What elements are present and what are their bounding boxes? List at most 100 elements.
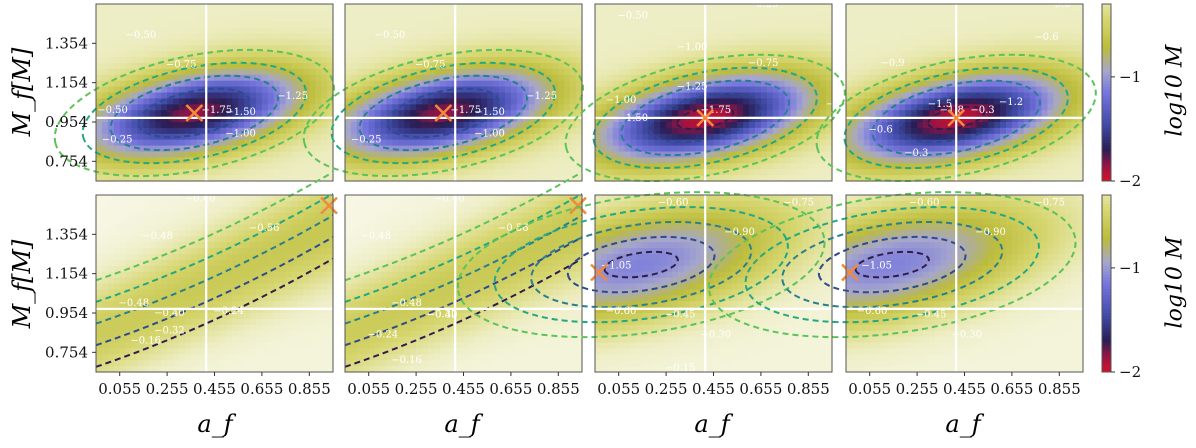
heatmap-cell: [1005, 163, 1013, 170]
heatmap-cell: [1000, 175, 1007, 182]
heatmap-cell: [796, 151, 803, 158]
heatmap-cell: [504, 157, 512, 164]
heatmap-cell: [410, 163, 417, 170]
heatmap-cell: [606, 157, 614, 164]
heatmap-cell: [1059, 145, 1066, 153]
heatmap-cell: [660, 51, 667, 58]
heatmap-cell: [178, 127, 186, 135]
heatmap-cell: [143, 4, 150, 11]
heatmap-cell: [660, 33, 667, 40]
heatmap-cell: [863, 104, 871, 111]
heatmap-cell: [208, 15, 216, 23]
panel-frame: [344, 3, 583, 182]
heatmap-cell: [273, 63, 281, 70]
heatmap-cell: [232, 175, 239, 182]
heatmap-cell: [380, 4, 388, 11]
heatmap-cell: [291, 116, 299, 123]
heatmap-cell: [125, 122, 133, 129]
heatmap-cell: [648, 51, 655, 58]
heatmap-cell: [1000, 139, 1007, 147]
heatmap-cell: [238, 4, 245, 11]
heatmap-cell: [374, 116, 382, 123]
heatmap-cell: [846, 15, 853, 23]
heatmap-cell: [368, 51, 376, 58]
heatmap-cell: [749, 98, 756, 105]
heatmap-cell: [184, 163, 192, 170]
heatmap-cell: [143, 163, 150, 170]
heatmap-cell: [475, 21, 482, 29]
heatmap-cell: [101, 242, 109, 249]
heatmap-cell: [808, 151, 815, 158]
heatmap-cell: [982, 122, 989, 129]
heatmap-cell: [392, 4, 399, 11]
heatmap-cell: [463, 45, 471, 52]
heatmap-cell: [208, 57, 216, 64]
heatmap-cell: [564, 51, 571, 58]
heatmap-cell: [881, 63, 889, 70]
heatmap-cell: [416, 127, 423, 135]
heatmap-cell: [677, 169, 685, 176]
heatmap-cell: [499, 80, 506, 88]
heatmap-cell: [540, 9, 548, 17]
heatmap-cell: [893, 98, 900, 105]
heatmap-cell: [595, 104, 602, 111]
heatmap-cell: [149, 98, 156, 105]
heatmap-cell: [173, 163, 180, 170]
heatmap-cell: [1011, 122, 1019, 129]
heatmap-cell: [654, 139, 661, 147]
heatmap-cell: [552, 163, 559, 170]
heatmap-cell: [558, 21, 565, 29]
heatmap-cell: [725, 68, 732, 76]
heatmap-cell: [731, 63, 738, 70]
heatmap-cell: [905, 104, 912, 111]
heatmap-cell: [345, 15, 352, 23]
heatmap-cell: [917, 110, 924, 117]
heatmap-cell: [552, 122, 559, 129]
heatmap-cell: [196, 21, 204, 29]
heatmap-cell: [184, 27, 192, 35]
heatmap-cell: [875, 157, 883, 164]
heatmap-cell: [137, 57, 144, 64]
heatmap-cell: [422, 39, 429, 46]
heatmap-cell: [881, 27, 889, 35]
heatmap-cell: [1047, 151, 1054, 158]
heatmap-cell: [232, 127, 239, 135]
heatmap-cell: [1035, 33, 1043, 40]
heatmap-cell: [303, 169, 310, 176]
heatmap-cell: [612, 74, 620, 82]
heatmap-cell: [107, 295, 115, 302]
heatmap-cell: [522, 86, 530, 94]
heatmap-cell: [725, 27, 732, 35]
heatmap-cell: [1059, 45, 1066, 52]
heatmap-cell: [410, 9, 417, 17]
heatmap-cell: [624, 63, 632, 70]
heatmap-cell: [101, 57, 109, 64]
contour-line: [81, 61, 308, 165]
heatmap-cell: [113, 51, 121, 58]
heatmap-cell: [928, 63, 936, 70]
heatmap-cell: [528, 163, 536, 170]
heatmap-cell: [642, 122, 649, 129]
heatmap-cell: [970, 163, 977, 170]
heatmap-cell: [250, 98, 257, 105]
heatmap-cell: [255, 74, 263, 82]
heatmap-cell: [636, 127, 643, 135]
best-fit-marker: [185, 104, 204, 122]
panel-frame: [845, 3, 1084, 182]
heatmap-cell: [220, 68, 227, 76]
heatmap-cell: [410, 57, 417, 64]
heatmap-cell: [940, 92, 948, 99]
heatmap-cell: [125, 169, 133, 176]
heatmap-cell: [654, 45, 661, 52]
heatmap-cell: [1035, 157, 1043, 164]
heatmap-cell: [1029, 110, 1037, 117]
heatmap-cell: [255, 139, 263, 147]
heatmap-cell: [208, 33, 216, 40]
heatmap-cell: [303, 21, 310, 29]
heatmap-cell: [481, 68, 488, 76]
heatmap-cell: [624, 151, 632, 158]
heatmap-cell: [404, 127, 411, 135]
heatmap-cell: [167, 15, 174, 23]
heatmap-cell: [899, 33, 906, 40]
heatmap-cell: [321, 74, 328, 82]
